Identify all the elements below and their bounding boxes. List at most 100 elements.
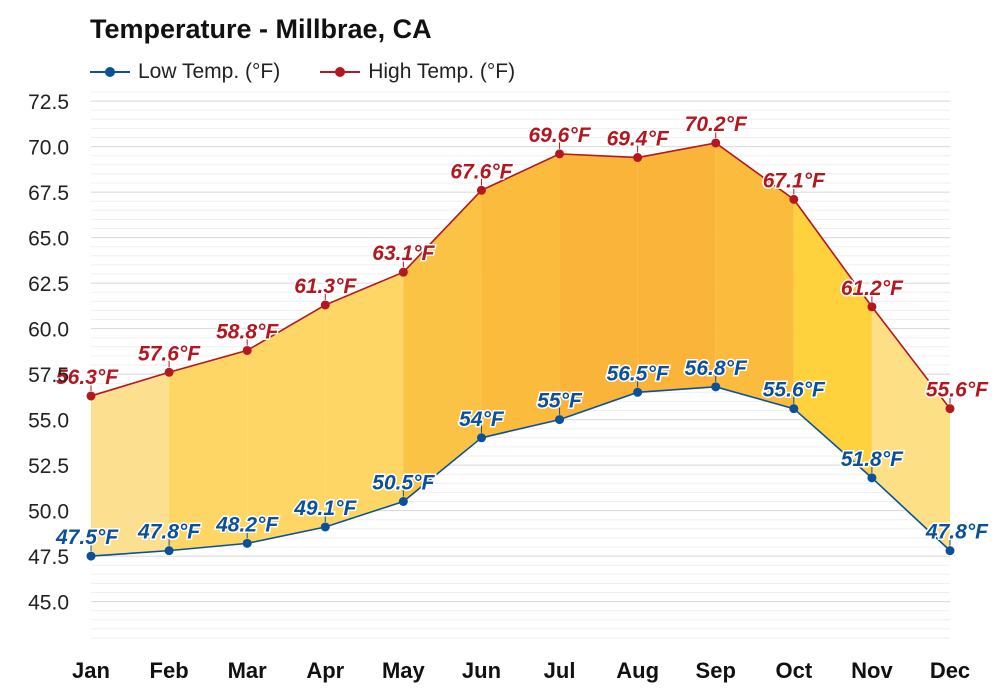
temperature-band-segment [325,272,404,527]
temperature-band-segment [169,350,248,551]
high-temp-point[interactable] [555,149,565,159]
temperature-band-segment [793,199,872,478]
low-temp-data-label: 55.6°F [763,379,826,402]
legend-high-marker [335,67,346,77]
y-tick-label: 65.0 [28,228,69,251]
temperature-band-segment [403,190,482,502]
high-temp-data-label: 63.1°F [372,242,435,265]
temperature-band-segment [481,153,560,438]
x-tick-label: Mar [228,658,268,683]
low-temp-data-label: 47.8°F [137,521,201,544]
low-temp-data-label: 48.2°F [215,513,279,536]
low-temp-point[interactable] [398,497,408,506]
low-temp-point[interactable] [555,415,565,425]
high-temp-data-label: 61.2°F [841,277,904,300]
x-tick-label: Jun [462,658,501,683]
low-temp-point[interactable] [164,546,174,556]
temperature-band-segment [247,304,326,544]
low-temp-data-label: 50.5°F [372,472,435,495]
x-tick-label: May [382,658,426,683]
x-tick-label: Nov [851,658,893,683]
temperature-band-segment [871,306,950,551]
y-tick-label: 52.5 [28,455,69,478]
y-tick-label: 72.5 [28,91,69,114]
y-tick-label: 45.0 [28,592,69,615]
high-temp-point[interactable] [711,138,721,148]
chart-title: Temperature - Millbrae, CA [90,14,432,44]
series-layer [86,138,955,561]
high-temp-data-label: 69.4°F [607,128,670,151]
y-tick-label: 47.5 [28,546,69,569]
low-temp-data-label: 47.5°F [55,526,119,549]
legend-low-swatch [90,67,130,77]
high-temp-point[interactable] [945,404,955,414]
high-temp-data-label: 70.2°F [685,113,748,136]
low-temp-point[interactable] [86,551,96,561]
high-temp-data-label: 61.3°F [294,275,357,298]
low-temp-point[interactable] [945,546,955,556]
y-tick-label: 50.0 [28,501,69,524]
low-temp-data-label: 51.8°F [841,448,904,471]
x-tick-label: Feb [150,658,189,683]
x-tick-label: Apr [306,658,344,683]
y-tick-label: 67.5 [28,182,69,205]
low-temp-data-label: 56.5°F [607,362,670,385]
x-tick-label: Jul [544,658,576,683]
temperature-band-segment [91,372,170,557]
low-temp-point[interactable] [867,473,877,483]
legend-item-high[interactable]: High Temp. (°F) [320,60,515,84]
legend-low-label: Low Temp. (°F) [138,60,281,83]
legend-high-label: High Temp. (°F) [368,60,516,83]
y-tick-label: 57.5 [28,364,69,387]
temperature-band-segment [637,142,716,393]
axis-layer: 45.0 47.5 50.0 52.5 55.0 57.5 60.0 62.5 65.0 67.5… [28,91,970,683]
x-tick-label: Sep [696,658,736,683]
low-temp-point[interactable] [789,404,799,414]
label-layer: 47.5°F 47.8°F 48.2°F 49.1°F 50.5°F 54°F 55°F 56… [54,111,991,552]
high-temp-point[interactable] [164,367,174,377]
high-temp-data-label: 55.6°F [926,379,989,402]
high-temp-point[interactable] [320,300,330,310]
high-temp-point[interactable] [398,267,408,277]
low-temp-point[interactable] [320,522,330,532]
legend-item-low[interactable]: Low Temp. (°F) [90,60,280,84]
low-temp-data-label: 47.8°F [925,521,989,544]
y-tick-label: 62.5 [28,273,69,296]
y-tick-label: 60.0 [28,319,69,342]
y-tick-label: 55.0 [28,410,69,433]
high-temp-data-label: 67.1°F [763,169,826,192]
low-temp-data-label: 55°F [537,390,583,413]
high-temp-point[interactable] [867,302,877,312]
high-temp-point[interactable] [789,194,799,204]
high-temp-data-label: 69.6°F [528,124,591,147]
high-temp-line [90,142,951,410]
low-temp-data-label: 56.8°F [685,357,748,380]
high-temp-data-label: 58.8°F [216,320,279,343]
high-temp-point[interactable] [476,185,486,195]
band-layer [91,142,950,557]
low-temp-point[interactable] [476,433,486,443]
low-temp-point[interactable] [711,382,721,392]
x-tick-label: Dec [930,658,970,683]
high-temp-point[interactable] [242,345,252,355]
high-temp-point[interactable] [86,391,96,401]
legend-high-swatch [320,67,361,77]
high-temp-point[interactable] [633,153,643,163]
x-tick-label: Oct [775,658,812,683]
high-temp-data-label: 67.6°F [450,160,513,183]
high-temp-data-label: 56.3°F [56,366,119,389]
y-tick-label: 70.0 [28,137,69,160]
legend: Low Temp. (°F) High Temp. (°F) [90,60,555,84]
low-temp-data-label: 54°F [459,408,505,431]
temperature-band-segment [715,142,794,409]
low-temp-line [90,386,951,557]
low-temp-point[interactable] [242,538,252,548]
low-temp-data-label: 49.1°F [293,497,357,520]
x-tick-label: Jan [72,658,110,683]
high-temp-data-label: 57.6°F [138,342,201,365]
legend-low-marker [105,67,115,77]
x-tick-label: Aug [616,658,659,683]
low-temp-point[interactable] [633,387,643,397]
